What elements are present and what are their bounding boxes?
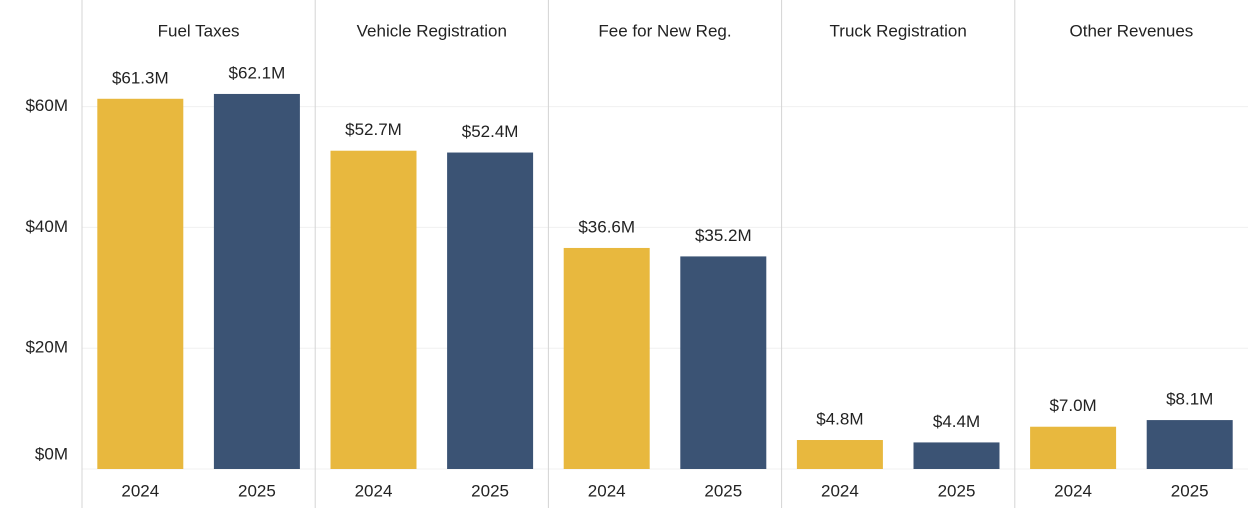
bar [913, 442, 1000, 469]
x-tick-label: 2025 [238, 481, 276, 500]
bar [447, 152, 534, 469]
x-tick-label: 2024 [355, 481, 393, 500]
x-tick-label: 2025 [1171, 481, 1209, 500]
value-label: $35.2M [695, 226, 752, 245]
value-label: $52.7M [345, 120, 402, 139]
y-tick-label: $60M [25, 96, 68, 115]
bar [796, 440, 883, 469]
x-tick-label: 2025 [704, 481, 742, 500]
bar [1030, 426, 1117, 469]
panel-header: Fee for New Reg. [598, 21, 731, 40]
bar [680, 256, 767, 469]
y-tick-label: $40M [25, 217, 68, 236]
bar [1146, 420, 1233, 469]
x-tick-label: 2024 [821, 481, 859, 500]
bar [563, 247, 650, 469]
value-label: $7.0M [1049, 396, 1096, 415]
x-tick-label: 2024 [121, 481, 159, 500]
panel-header: Fuel Taxes [158, 21, 240, 40]
panel-header: Other Revenues [1070, 21, 1194, 40]
x-tick-label: 2024 [588, 481, 626, 500]
x-tick-label: 2025 [938, 481, 976, 500]
value-label: $62.1M [229, 63, 286, 82]
bar [97, 98, 184, 469]
value-label: $4.8M [816, 409, 863, 428]
bar [330, 150, 417, 470]
panel-header: Vehicle Registration [357, 21, 507, 40]
x-tick-label: 2025 [471, 481, 509, 500]
value-label: $52.4M [462, 122, 519, 141]
value-label: $36.6M [578, 217, 635, 236]
panel-header: Truck Registration [830, 21, 967, 40]
value-label: $8.1M [1166, 390, 1213, 409]
x-tick-label: 2024 [1054, 481, 1092, 500]
y-tick-label: $0M [35, 444, 68, 463]
bar [213, 93, 300, 470]
value-label: $4.4M [933, 412, 980, 431]
value-label: $61.3M [112, 68, 169, 87]
y-tick-label: $20M [25, 338, 68, 357]
